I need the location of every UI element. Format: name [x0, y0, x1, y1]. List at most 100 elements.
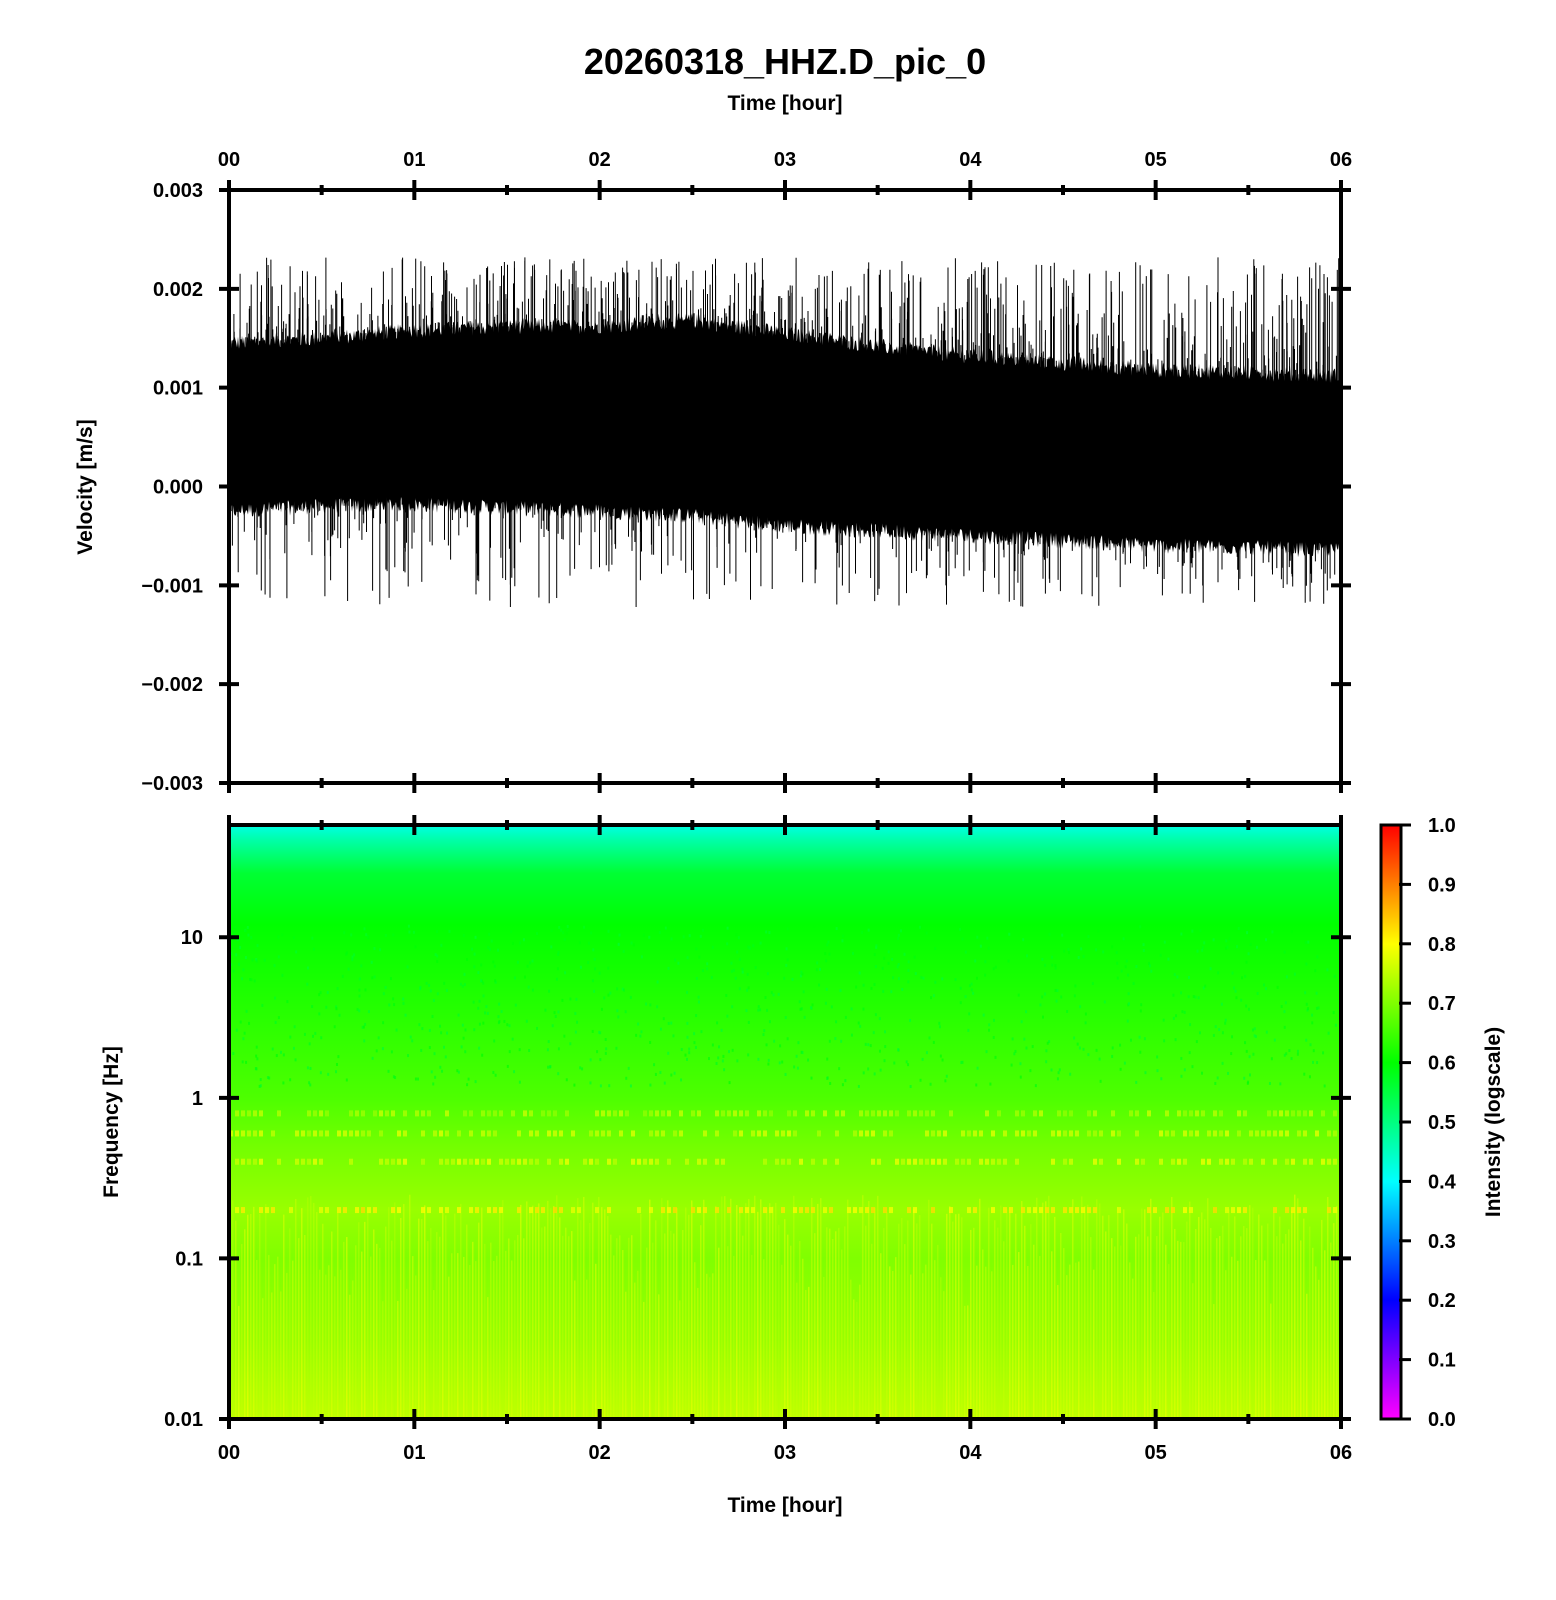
spectrogram-speckle — [256, 1057, 259, 1061]
spectrogram-speckle — [1246, 931, 1249, 935]
spectrogram-speckle — [553, 1011, 556, 1015]
spectrogram-speckle — [819, 967, 822, 971]
spectrogram-band — [991, 1130, 995, 1137]
spectrogram-speckle — [434, 953, 437, 957]
spectrogram-band — [1093, 1130, 1097, 1137]
spectrogram-speckle — [718, 1045, 721, 1049]
spectrogram-speckle — [392, 933, 395, 937]
spectrogram-band — [1009, 1207, 1013, 1214]
spectrogram-speckle — [717, 1056, 720, 1060]
colorbar-tick-label: 0.8 — [1428, 934, 1456, 956]
spectrogram-speckle — [463, 983, 466, 987]
spectrogram-speckle — [881, 966, 884, 970]
spectrogram-streak — [871, 1243, 873, 1419]
spectrogram-streak — [1147, 1236, 1149, 1419]
spectrogram-band — [973, 1207, 977, 1214]
spectrogram-streak — [964, 1305, 966, 1419]
spectrogram-speckle — [930, 996, 933, 1000]
spectrogram-band — [1297, 1207, 1301, 1214]
spectrogram-streak — [1060, 1232, 1062, 1419]
spectrogram-streak — [508, 1238, 510, 1419]
spectrogram-streak — [235, 1220, 237, 1419]
spectrogram-speckle — [312, 947, 315, 951]
spectrogram-speckle — [1041, 1015, 1044, 1019]
spectrogram-speckle — [461, 1023, 464, 1027]
spectrogram-streak — [676, 1208, 678, 1419]
waveform-y-tick-label: 0.001 — [153, 378, 203, 400]
spectrogram-speckle — [1180, 932, 1183, 936]
spectrogram-speckle — [309, 1066, 312, 1070]
spectrogram-speckle — [1251, 1028, 1254, 1032]
spectrogram-speckle — [816, 961, 819, 965]
spectrogram-streak — [1252, 1207, 1254, 1419]
spectrogram-streak — [850, 1279, 852, 1419]
spectrogram-streak — [1009, 1207, 1011, 1419]
spectrogram-band — [355, 1207, 359, 1214]
spectrogram-band — [1051, 1207, 1055, 1214]
spectrogram-streak — [622, 1249, 624, 1419]
waveform-y-tick-label: −0.002 — [141, 674, 203, 696]
spectrogram-speckle — [593, 989, 596, 993]
spectrogram-band — [235, 1158, 239, 1165]
spectrogram-speckle — [992, 1035, 995, 1039]
spectrogram-band — [859, 1110, 863, 1117]
spectrogram-speckle — [858, 971, 861, 975]
spectrogram-band — [727, 1207, 731, 1214]
spectrogram-speckle — [1135, 1080, 1138, 1084]
spectrogram-speckle — [607, 966, 610, 970]
spectrogram-y-axis-label: Frequency [Hz] — [100, 1046, 123, 1198]
spectrogram-band — [649, 1158, 653, 1165]
spectrogram-band — [1327, 1130, 1331, 1137]
spectrogram-speckle — [736, 950, 739, 954]
spectrogram-speckle — [1203, 941, 1206, 945]
spectrogram-band — [787, 1130, 791, 1137]
spectrogram-speckle — [345, 1078, 348, 1082]
spectrogram-streak — [1198, 1216, 1200, 1419]
spectrogram-band — [691, 1110, 695, 1117]
spectrogram-streak — [232, 1200, 234, 1419]
spectrogram-speckle — [557, 1047, 560, 1051]
spectrogram-band — [391, 1207, 395, 1214]
spectrogram-streak — [781, 1264, 783, 1419]
spectrogram-band — [1159, 1158, 1163, 1165]
spectrogram-streak — [706, 1273, 708, 1419]
spectrogram-band — [715, 1158, 719, 1165]
spectrogram-band — [1231, 1158, 1235, 1165]
spectrogram-band — [511, 1110, 515, 1117]
spectrogram-speckle — [684, 1053, 687, 1057]
spectrogram-speckle — [466, 957, 469, 961]
spectrogram-speckle — [879, 1068, 882, 1072]
spectrogram-band — [655, 1130, 659, 1137]
spectrogram-band — [1273, 1158, 1277, 1165]
spectrogram-speckle — [464, 1028, 467, 1032]
spectrogram-speckle — [616, 1009, 619, 1013]
spectrogram-band — [1171, 1158, 1175, 1165]
spectrogram-streak — [502, 1200, 504, 1419]
spectrogram-speckle — [442, 1045, 445, 1049]
spectrogram-band — [487, 1110, 491, 1117]
spectrogram-speckle — [803, 1015, 806, 1019]
spectrogram-band — [481, 1158, 485, 1165]
spectrogram-band — [949, 1207, 953, 1214]
spectrogram-band — [619, 1130, 623, 1137]
spectrogram-speckle — [688, 1047, 691, 1051]
spectrogram-streak — [499, 1212, 501, 1419]
spectrogram-streak — [514, 1240, 516, 1419]
spectrogram-band — [895, 1158, 899, 1165]
spectrogram-speckle — [1056, 989, 1059, 993]
spectrogram-speckle — [318, 993, 321, 997]
spectrogram-speckle — [550, 929, 553, 933]
spectrogram-speckle — [864, 1042, 867, 1046]
spectrogram-streak — [1228, 1209, 1230, 1419]
spectrogram-speckle — [1273, 1038, 1276, 1042]
spectrogram-streak — [718, 1247, 720, 1419]
spectrogram-band — [931, 1207, 935, 1214]
spectrogram-speckle — [245, 1060, 248, 1064]
spectrogram-speckle — [431, 1014, 434, 1018]
spectrogram-band — [349, 1130, 353, 1137]
spectrogram-band — [1189, 1110, 1193, 1117]
spectrogram-speckle — [548, 989, 551, 993]
spectrogram-streak — [940, 1277, 942, 1419]
spectrogram-speckle — [1192, 995, 1195, 999]
spectrogram-speckle — [1160, 1077, 1163, 1081]
